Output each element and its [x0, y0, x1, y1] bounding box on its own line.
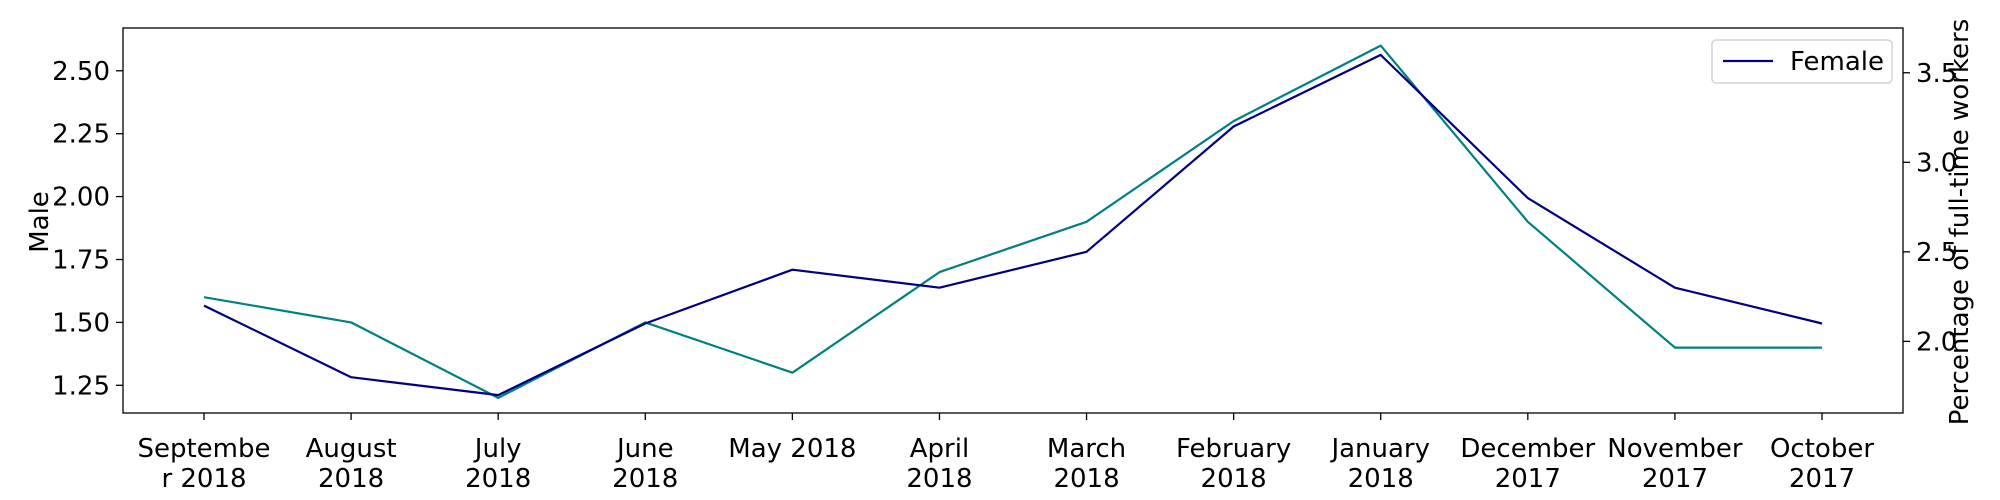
- right-tick-label: 3.5: [1916, 59, 1957, 89]
- x-tick-label: June 2018: [612, 434, 678, 494]
- x-tick-label: August 2018: [306, 434, 397, 494]
- legend: Female: [1711, 39, 1893, 84]
- plot-frame: [122, 27, 1904, 414]
- x-tick-label: January 2018: [1329, 434, 1430, 494]
- x-tick-label: October 2017: [1770, 434, 1874, 494]
- x-tick-label-line: 2017: [1789, 464, 1855, 494]
- x-tick-label: April 2018: [906, 434, 972, 494]
- x-tick-label-line: 2017: [1642, 464, 1708, 494]
- x-tick-label-line: 2018: [1201, 464, 1267, 494]
- left-tick-label: 2.50: [52, 57, 110, 87]
- series-line-series-1: [203, 44, 1822, 399]
- series-line-female: [203, 53, 1823, 397]
- x-tick-label-line: 2018: [906, 464, 972, 494]
- series-layer: [203, 44, 1823, 399]
- x-tick-label: December 2017: [1460, 434, 1595, 494]
- x-tick-label-line: July: [473, 434, 522, 464]
- right-axis-ticks: 2.0 2.5 3.0 3.5: [1903, 59, 1957, 357]
- x-tick-label-line: Septembe: [137, 434, 270, 464]
- x-tick-label-line: December: [1460, 434, 1595, 464]
- x-tick-label-line: 2018: [612, 464, 678, 494]
- x-tick-label-line: 2017: [1495, 464, 1561, 494]
- x-tick-label-line: October: [1770, 434, 1874, 464]
- x-tick-label: March 2018: [1047, 434, 1126, 494]
- right-axis-title: Percentage of full-time workers: [1945, 19, 1975, 426]
- legend-frame: [1711, 39, 1893, 84]
- right-tick-label: 2.5: [1916, 238, 1957, 268]
- x-tick-label-line: August: [306, 434, 397, 464]
- right-tick-label: 3.0: [1916, 148, 1957, 178]
- x-tick-label-line: April: [910, 434, 969, 464]
- left-tick-label: 2.25: [52, 120, 110, 150]
- left-tick-label: 2.00: [52, 183, 110, 213]
- left-axis-title: Male: [25, 191, 55, 253]
- x-tick-label: July 2018: [465, 434, 531, 494]
- x-tick-label-line: May 2018: [728, 434, 856, 464]
- left-axis-ticks: 1.25 1.50 1.75 2.00 2.25 2.50: [52, 57, 123, 401]
- x-tick-label-line: November: [1607, 434, 1743, 464]
- legend-label-female: Female: [1790, 47, 1884, 77]
- x-tick-label: Septembe r 2018: [137, 434, 270, 494]
- x-tick-label: May 2018: [728, 434, 856, 464]
- x-tick-label: November 2017: [1607, 434, 1743, 494]
- x-tick-label: February 2018: [1176, 434, 1291, 494]
- x-tick-label-line: 2018: [1053, 464, 1119, 494]
- x-tick-label-line: 2018: [318, 464, 384, 494]
- right-tick-label: 2.0: [1916, 327, 1957, 357]
- x-tick-label-line: June: [615, 434, 674, 464]
- left-tick-label: 1.75: [52, 246, 110, 276]
- x-tick-label-line: 2018: [1348, 464, 1414, 494]
- x-tick-label-line: February: [1176, 434, 1291, 464]
- left-tick-label: 1.50: [52, 308, 110, 338]
- x-tick-label-line: r 2018: [161, 464, 246, 494]
- left-tick-label: 1.25: [52, 371, 110, 401]
- axes: [122, 27, 1904, 414]
- x-tick-label-line: March: [1047, 434, 1126, 464]
- x-tick-label-line: January: [1329, 434, 1430, 464]
- x-tick-label-line: 2018: [465, 464, 531, 494]
